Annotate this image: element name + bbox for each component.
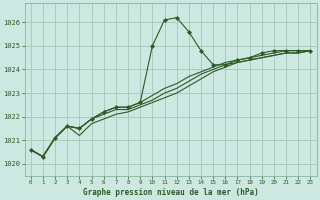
X-axis label: Graphe pression niveau de la mer (hPa): Graphe pression niveau de la mer (hPa): [83, 188, 259, 197]
